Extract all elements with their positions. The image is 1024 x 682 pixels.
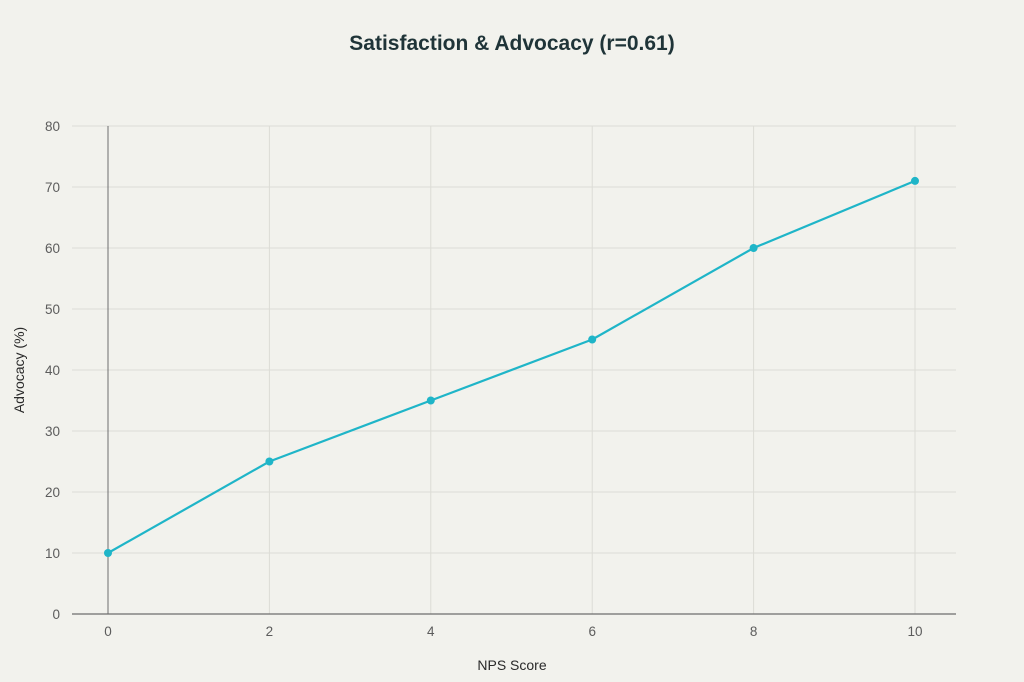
x-tick-label: 0 (104, 624, 112, 639)
x-tick-label: 2 (266, 624, 274, 639)
y-tick-label: 70 (45, 180, 60, 195)
y-tick-labels: 0 10 20 30 40 50 60 70 80 (45, 119, 60, 622)
chart-title: Satisfaction & Advocacy (r=0.61) (349, 32, 674, 55)
x-tick-label: 8 (750, 624, 758, 639)
y-tick-label: 0 (52, 607, 60, 622)
data-point (749, 244, 758, 252)
y-tick-label: 10 (45, 546, 60, 561)
grid (72, 125, 956, 614)
y-axis-label: Advocacy (%) (11, 327, 27, 413)
series (104, 176, 919, 557)
axes (72, 126, 956, 615)
data-point (426, 396, 435, 405)
data-point (265, 457, 274, 466)
x-tick-labels: 0 2 4 6 8 10 (104, 624, 922, 639)
data-point (588, 335, 597, 344)
y-tick-label: 60 (45, 241, 60, 256)
x-axis-label: NPS Score (477, 657, 546, 673)
y-tick-label: 50 (45, 302, 60, 317)
x-tick-label: 10 (907, 624, 922, 639)
y-tick-label: 40 (45, 363, 60, 378)
data-point (104, 549, 112, 557)
x-tick-label: 4 (427, 624, 435, 639)
y-tick-label: 20 (45, 485, 60, 500)
y-tick-label: 80 (45, 119, 60, 134)
y-tick-label: 30 (45, 424, 60, 439)
x-tick-label: 6 (588, 624, 596, 639)
series-line (107, 179, 916, 554)
data-point (911, 176, 919, 185)
